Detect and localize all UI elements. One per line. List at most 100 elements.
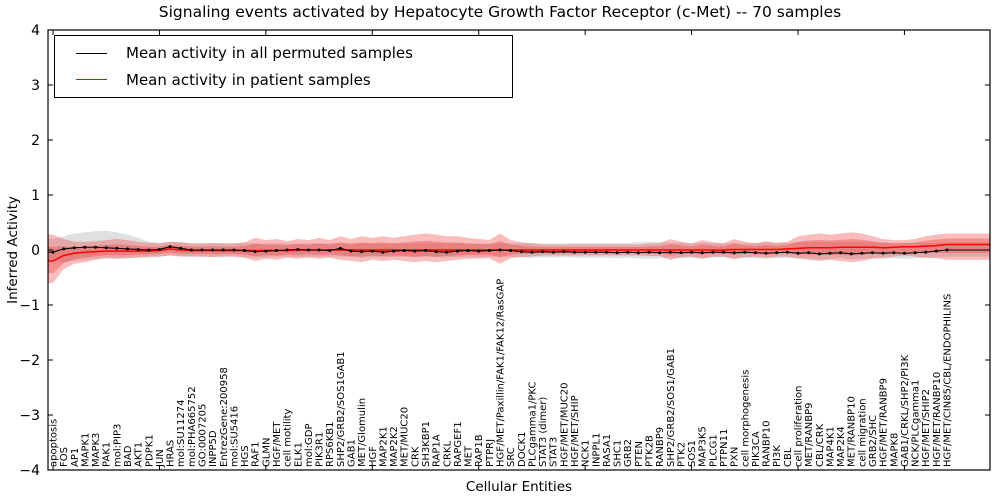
x-tick-label: RPS6KB1 (325, 422, 336, 467)
patient-std-band-core (48, 238, 990, 274)
permuted-mean-marker (945, 248, 949, 252)
permuted-mean-marker (179, 246, 183, 250)
x-tick-label: RAF1 (251, 442, 262, 468)
permuted-mean-marker (402, 249, 406, 253)
y-tick-label: −4 (19, 463, 40, 479)
permuted-mean-marker (328, 249, 332, 253)
x-tick-label: INPP5D (208, 430, 219, 467)
x-tick-label: MAP4K1 (825, 426, 836, 467)
permuted-mean-marker (434, 250, 438, 254)
permuted-mean-marker (658, 251, 662, 255)
permuted-mean-marker (275, 249, 278, 253)
x-tick-label: SRC (506, 447, 517, 467)
permuted-mean-marker (700, 251, 704, 255)
legend-label-patient: Mean activity in patient samples (126, 70, 371, 89)
x-tick-label: CRK (410, 446, 421, 467)
permuted-mean-marker (583, 250, 587, 254)
x-tick-label: PXN (730, 447, 741, 467)
x-tick-label: apoptosis (49, 419, 60, 467)
permuted-mean-marker (370, 249, 374, 253)
x-tick-label: CBL/CRK (815, 423, 826, 467)
x-tick-label: MET/RANBP10 (847, 396, 858, 467)
permuted-mean-marker (892, 251, 896, 255)
permuted-mean-marker (83, 245, 87, 249)
x-tick-label: MAPK8 (889, 433, 900, 467)
x-tick-label: STAT3 (549, 437, 560, 467)
x-tick-label: BAD (123, 445, 134, 467)
x-tick-label: MET/RANBP9 (804, 402, 815, 467)
x-tick-label: INPPL1 (591, 433, 602, 467)
permuted-line-swatch (76, 52, 107, 54)
permuted-mean-marker (189, 248, 193, 252)
permuted-mean-marker (157, 247, 161, 251)
legend-label-permuted: Mean activity in all permuted samples (126, 44, 413, 63)
permuted-mean-marker (349, 249, 353, 253)
x-tick-label: RAPGEF1 (453, 421, 464, 467)
permuted-mean-marker (147, 248, 151, 252)
permuted-mean-marker (807, 251, 811, 255)
y-tick-label: 3 (31, 78, 40, 94)
permuted-mean-marker (413, 249, 417, 253)
permuted-mean-marker (94, 245, 98, 249)
permuted-mean-marker (168, 245, 172, 249)
permuted-mean-marker (753, 251, 757, 255)
permuted-mean-marker (615, 251, 619, 255)
x-tick-label: HGF/MET/MUC20 (559, 383, 570, 467)
x-tick-label: MAP2K4 (836, 426, 847, 467)
permuted-mean-marker (445, 250, 449, 254)
x-tick-label: HGF/MET/SHIP2 (921, 389, 932, 467)
permuted-mean-marker (711, 250, 715, 254)
x-tick-label: PTEN (634, 441, 645, 467)
permuted-mean-marker (690, 250, 694, 254)
permuted-mean-marker (296, 247, 300, 251)
x-tick-label: PLCG1 (708, 434, 719, 467)
x-tick-label: MET/Glomulin (357, 398, 368, 467)
x-tick-label: NCK1 (581, 440, 592, 467)
permuted-mean-marker (828, 251, 832, 255)
x-tick-label: PIK3CA (751, 431, 762, 467)
x-tick-label: CRKL (442, 441, 453, 467)
y-tick-label: −3 (19, 408, 40, 424)
x-tick-label: ELK1 (293, 442, 304, 467)
chart-title: Signaling events activated by Hepatocyte… (158, 3, 842, 21)
permuted-mean-marker (562, 250, 566, 254)
permuted-mean-marker (466, 249, 470, 253)
permuted-mean-marker (764, 251, 768, 255)
x-tick-label: HGF (368, 446, 379, 467)
x-tick-label: mol:PHA665752 (187, 386, 198, 467)
x-tick-label: SH3KBP1 (421, 421, 432, 467)
x-tick-label: PTPRJ (485, 439, 496, 467)
legend-entry-permuted: Mean activity in all permuted samples (76, 44, 512, 62)
permuted-mean-marker (126, 247, 129, 251)
x-tick-label: RAP1A (432, 434, 443, 467)
x-tick-label: mol:SU5416 (229, 406, 240, 467)
permuted-mean-marker (551, 250, 555, 254)
x-tick-label: RASA1 (602, 434, 613, 467)
permuted-mean-marker (647, 250, 651, 254)
x-tick-label: STAT3 (dimer) (538, 397, 549, 467)
x-tick-label: CBL (783, 447, 794, 467)
patient-line-swatch (76, 79, 107, 81)
x-tick-label: HGF/MET/SHIP (570, 395, 581, 467)
permuted-mean-marker (732, 251, 736, 255)
y-tick-label: 2 (31, 133, 40, 149)
x-tick-label: SOS1 (687, 440, 698, 467)
x-tick-label: SHC1 (613, 440, 624, 467)
x-tick-label: HGF/MET/RANBP10 (932, 372, 943, 467)
x-tick-label: PTPN11 (719, 429, 730, 467)
permuted-mean-marker (722, 250, 725, 254)
permuted-mean-marker (775, 251, 779, 255)
permuted-mean-marker (594, 250, 598, 254)
x-tick-label: RANBP10 (762, 421, 773, 467)
legend-box: Mean activity in all permuted samples Me… (54, 35, 513, 98)
permuted-mean-marker (636, 251, 640, 255)
permuted-mean-marker (668, 250, 672, 254)
permuted-mean-marker (871, 251, 874, 255)
permuted-mean-marker (51, 250, 55, 254)
permuted-mean-marker (519, 250, 523, 254)
permuted-mean-marker (839, 251, 843, 255)
patient-std-band (48, 232, 990, 283)
permuted-mean-marker (392, 249, 396, 253)
